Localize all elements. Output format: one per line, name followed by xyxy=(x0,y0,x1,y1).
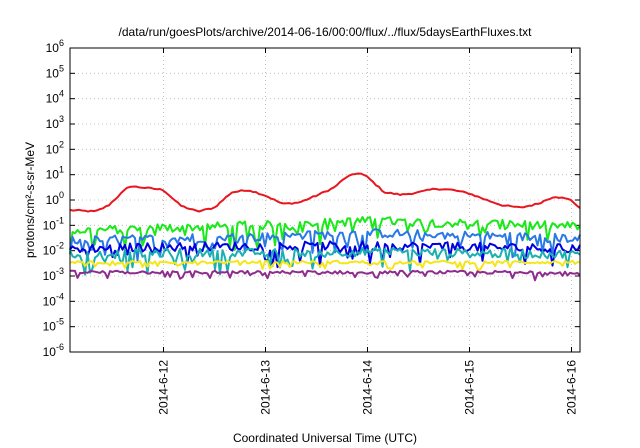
y-tick-label: 103 xyxy=(46,114,64,131)
y-tick-base: 10 xyxy=(43,244,57,258)
data-series xyxy=(69,172,581,282)
y-tick-labels: 10-610-510-410-310-210-11001011021031041… xyxy=(43,38,64,359)
y-tick-exponent: -6 xyxy=(56,342,64,352)
y-tick-exponent: -3 xyxy=(56,266,64,276)
y-tick-base: 10 xyxy=(46,66,60,80)
plot-frame xyxy=(69,47,581,353)
x-tick-label: 2014-6-12 xyxy=(157,360,171,415)
x-tick-label: 2014-6-15 xyxy=(463,360,477,415)
y-tick-exponent: -5 xyxy=(56,317,64,327)
y-tick-label: 10-3 xyxy=(43,266,64,283)
y-tick-exponent: 2 xyxy=(59,139,64,149)
y-tick-base: 10 xyxy=(46,117,60,131)
y-tick-base: 10 xyxy=(43,320,57,334)
series-line-5 xyxy=(69,246,581,276)
y-tick-exponent: 6 xyxy=(59,38,64,48)
y-tick-base: 10 xyxy=(46,168,60,182)
x-tick-label: 2014-6-14 xyxy=(361,360,375,415)
x-tick-label: 2014-6-16 xyxy=(565,360,579,415)
series-line-6 xyxy=(69,259,581,271)
y-tick-base: 10 xyxy=(46,193,60,207)
y-tick-label: 10-1 xyxy=(43,215,64,232)
grid-lines xyxy=(70,47,580,353)
y-tick-label: 10-4 xyxy=(43,291,64,308)
y-tick-exponent: 0 xyxy=(59,190,64,200)
x-tick-label: 2014-6-13 xyxy=(259,360,273,415)
y-tick-label: 102 xyxy=(46,139,64,156)
series-line-2 xyxy=(69,216,581,251)
series-line-7 xyxy=(70,269,581,282)
y-tick-exponent: -2 xyxy=(56,241,64,251)
x-tick-labels: 2014-6-12 2014-6-13 2014-6-14 2014-6-15 2014… xyxy=(157,360,579,415)
y-tick-exponent: 4 xyxy=(59,89,64,99)
y-tick-label: 104 xyxy=(46,89,64,106)
y-tick-exponent: 5 xyxy=(59,63,64,73)
y-tick-base: 10 xyxy=(43,269,57,283)
y-tick-base: 10 xyxy=(43,294,57,308)
y-tick-label: 100 xyxy=(46,190,64,207)
x-axis-label: Coordinated Universal Time (UTC) xyxy=(233,431,417,445)
y-tick-base: 10 xyxy=(46,92,60,106)
y-tick-label: 106 xyxy=(46,38,64,55)
y-tick-base: 10 xyxy=(43,218,57,232)
y-tick-exponent: 3 xyxy=(59,114,64,124)
y-tick-label: 101 xyxy=(46,165,64,182)
series-line-1 xyxy=(69,172,581,213)
y-tick-label: 10-5 xyxy=(43,317,64,334)
y-tick-base: 10 xyxy=(43,345,57,359)
y-tick-exponent: -4 xyxy=(56,291,64,301)
y-tick-label: 10-2 xyxy=(43,241,64,258)
chart-title: /data/run/goesPlots/archive/2014-06-16/0… xyxy=(119,25,533,39)
y-tick-label: 10-6 xyxy=(43,342,64,359)
y-tick-exponent: -1 xyxy=(56,215,64,225)
y-tick-exponent: 1 xyxy=(59,165,64,175)
y-tick-base: 10 xyxy=(46,142,60,156)
y-tick-label: 105 xyxy=(46,63,64,80)
series-line-4 xyxy=(69,240,581,269)
y-tick-base: 10 xyxy=(46,41,60,55)
y-axis-label: protons/cm²-s-sr-MeV xyxy=(23,142,37,258)
